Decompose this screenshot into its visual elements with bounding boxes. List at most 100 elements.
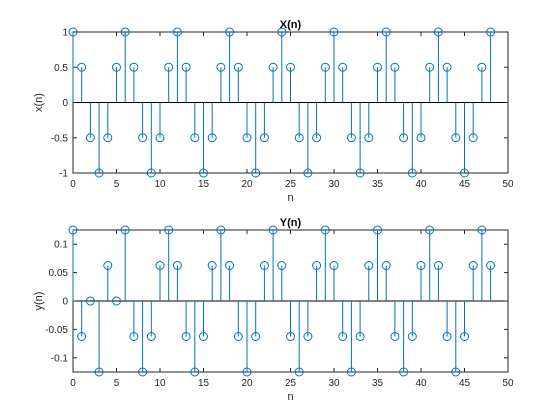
stem-marker [85,296,95,306]
stem-marker [77,62,87,72]
y-tick-label: -0.5 [51,133,69,144]
stem-marker [207,133,217,143]
x-axis-label: n [287,192,293,204]
stem-marker [407,332,417,341]
stem-marker [425,225,435,235]
stem-marker [216,225,226,235]
stem-marker [329,261,339,270]
stem-marker [320,62,330,72]
x-tick-label: 20 [241,378,253,389]
stem-marker [120,225,130,235]
stem-marker [442,62,452,72]
stem-marker [399,133,409,143]
stem-marker [172,261,182,270]
stem-marker [460,168,469,178]
stem-marker [486,27,496,37]
y-tick-label: 0.1 [54,240,68,251]
stem-marker [164,225,174,235]
stem-marker [146,332,156,341]
x-tick-label: 15 [198,378,210,389]
stem-marker [346,367,356,377]
y-tick-label: 0.5 [54,63,68,74]
stem-marker [277,261,287,270]
stem-marker [242,367,252,377]
stem-marker [286,332,295,341]
stem-marker [294,133,304,143]
subplot-y-n: 0 5 10 15 20 25 30 35 40 45 50 -0.1 -0.05 0 0.05 0.1 Y(n… [33,217,514,403]
stem-marker [468,261,478,270]
x-tick-label: 35 [372,179,384,190]
stem-marker [355,168,365,178]
stem-marker [364,261,374,270]
y-tick-label: 0.05 [49,268,69,279]
stem-marker [181,62,191,72]
stem-marker [242,133,252,143]
y-tick-label: -1 [59,169,68,180]
stem-marker [451,133,461,143]
stem-marker [303,332,313,341]
stem-marker [486,261,496,270]
stem-marker [425,62,435,72]
y-tick-label: -0.1 [51,353,69,364]
stem-marker [225,261,235,270]
stem-marker [416,261,426,270]
x-tick-label: 50 [502,179,514,190]
stem-marker [138,133,148,143]
x-tick-label: 15 [198,179,210,190]
y-tick-label: 0 [62,297,68,308]
stem-marker [303,168,313,178]
stem-marker [251,332,261,341]
stem-marker [259,133,269,143]
stem-marker [294,367,304,377]
y-axis-label: y(n) [33,292,45,311]
x-tick-label: 50 [502,378,514,389]
stem-marker [112,62,121,72]
stem-marker [381,261,391,270]
stem-marker [207,261,217,270]
stem-marker [277,27,287,37]
stem-marker [190,367,200,377]
stem-marker [381,27,391,37]
stem-marker [94,367,104,377]
stem-marker [268,225,278,235]
stem-marker [85,133,95,143]
stem-marker [120,27,130,37]
stem-marker [433,27,443,37]
x-tick-label: 20 [241,179,253,190]
stem-marker [259,261,269,270]
stem-marker [355,332,365,341]
stem-marker [390,62,400,72]
stem-marker [390,332,400,341]
stem-marker [312,261,322,270]
stem-marker [68,27,78,37]
stem-marker [199,332,208,341]
stem-marker [94,168,104,178]
stem-marker [216,62,226,72]
stem-marker [477,62,487,72]
x-tick-label: 35 [372,378,384,389]
x-tick-label: 45 [459,179,471,190]
stem-marker [138,367,148,377]
stem-marker [112,296,121,306]
x-tick-label: 30 [328,378,340,389]
stem-marker [233,62,243,72]
stem-marker [329,27,339,37]
stem-marker [451,367,461,377]
stem-marker [399,367,409,377]
stem-marker [364,133,374,143]
stem-marker [346,133,356,143]
stem-marker [77,332,87,341]
stem-marker [338,332,348,341]
x-tick-label: 40 [415,179,427,190]
stem-marker [268,62,278,72]
x-tick-label: 45 [459,378,471,389]
stem-marker [146,168,156,178]
stem-marker [103,261,113,270]
stem-marker [442,332,452,341]
plot-title: X(n) [280,19,302,31]
x-tick-label: 10 [154,179,166,190]
y-tick-label: 0 [62,98,68,109]
stem-marker [338,62,348,72]
